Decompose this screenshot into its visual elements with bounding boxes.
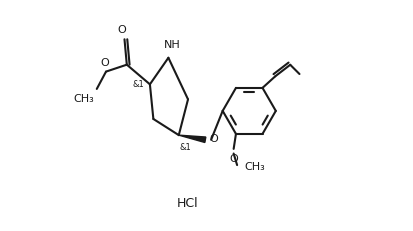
Text: O: O bbox=[118, 25, 126, 35]
Text: CH₃: CH₃ bbox=[74, 94, 95, 103]
Text: &1: &1 bbox=[180, 143, 192, 152]
Text: O: O bbox=[229, 154, 238, 164]
Polygon shape bbox=[179, 135, 206, 143]
Text: O: O bbox=[209, 134, 218, 144]
Text: O: O bbox=[100, 58, 109, 68]
Text: &1: &1 bbox=[133, 80, 144, 89]
Text: HCl: HCl bbox=[177, 197, 199, 210]
Text: CH₃: CH₃ bbox=[244, 162, 265, 172]
Text: NH: NH bbox=[164, 40, 180, 50]
